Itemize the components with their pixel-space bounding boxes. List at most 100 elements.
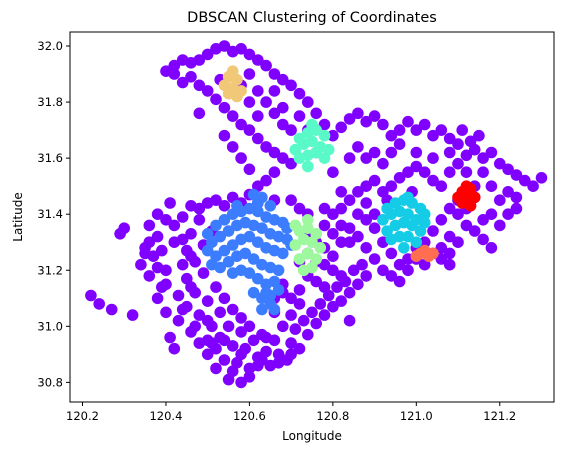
data-point	[260, 141, 272, 153]
data-point	[306, 306, 318, 319]
data-point	[494, 194, 506, 206]
data-point	[226, 45, 239, 58]
data-point	[393, 275, 406, 288]
data-point	[218, 200, 231, 212]
data-point	[226, 340, 239, 352]
data-point	[214, 306, 226, 319]
data-point	[235, 348, 247, 361]
data-point	[343, 314, 356, 327]
data-point	[164, 331, 176, 344]
data-point	[168, 59, 181, 72]
data-point	[402, 264, 414, 277]
data-point	[443, 132, 456, 145]
y-axis-ticks: 30.8 31.0 31.2 31.4 31.6 31.8 32.0	[37, 39, 70, 389]
data-point	[385, 270, 398, 282]
data-point	[251, 132, 264, 145]
data-point	[327, 264, 339, 277]
data-point	[143, 236, 156, 248]
data-point	[285, 292, 297, 305]
data-point	[297, 314, 310, 327]
data-point	[293, 342, 306, 355]
data-point	[393, 230, 406, 243]
data-point	[201, 348, 214, 361]
data-point	[452, 208, 464, 220]
data-point	[443, 202, 456, 215]
data-point	[260, 96, 272, 108]
data-point	[201, 244, 214, 257]
data-point	[151, 261, 164, 274]
data-point	[502, 163, 514, 176]
data-point	[310, 107, 323, 120]
data-point	[473, 129, 485, 142]
data-point	[247, 334, 260, 347]
data-point	[222, 320, 235, 333]
data-point	[393, 138, 406, 150]
data-point	[318, 152, 331, 164]
y-axis-label: Latitude	[11, 192, 25, 241]
data-point	[327, 228, 339, 240]
data-point	[201, 228, 214, 240]
data-point	[452, 191, 464, 204]
data-point	[160, 214, 172, 226]
data-point	[293, 253, 306, 265]
data-point	[226, 365, 239, 378]
data-point	[176, 303, 189, 316]
data-point	[143, 270, 156, 282]
data-point	[277, 73, 289, 86]
data-point	[402, 115, 414, 128]
data-point	[360, 152, 373, 164]
data-point	[368, 222, 381, 234]
data-point	[352, 278, 364, 291]
data-point	[239, 247, 251, 260]
data-point	[360, 214, 373, 226]
data-point	[285, 124, 297, 136]
data-point	[477, 166, 489, 178]
data-point	[247, 188, 260, 201]
data-point	[260, 174, 272, 187]
data-point	[494, 157, 506, 170]
data-point	[272, 348, 285, 361]
data-point	[289, 239, 302, 251]
data-point	[168, 68, 181, 80]
data-point	[460, 219, 473, 232]
data-point	[243, 230, 256, 243]
data-point	[277, 152, 289, 164]
x-tick-label: 121.0	[400, 409, 433, 423]
data-point	[418, 166, 431, 178]
data-point	[168, 219, 181, 232]
data-point	[418, 118, 431, 131]
data-point	[306, 236, 318, 248]
data-point	[172, 314, 185, 327]
data-point	[410, 124, 423, 136]
data-point	[368, 174, 381, 187]
data-point	[327, 129, 339, 142]
data-point	[385, 247, 398, 260]
data-point	[226, 65, 239, 77]
data-point	[343, 236, 356, 248]
data-point	[456, 124, 469, 136]
cluster-noise-points	[85, 40, 548, 389]
y-tick-label: 31.8	[37, 95, 63, 109]
data-point	[164, 197, 176, 209]
data-point	[352, 208, 364, 220]
data-point	[360, 115, 373, 128]
data-point	[485, 242, 498, 254]
data-point	[402, 230, 414, 243]
data-point	[435, 124, 448, 136]
data-point	[393, 124, 406, 136]
cluster-A-points	[201, 188, 297, 316]
data-point	[377, 157, 389, 170]
data-point	[343, 152, 356, 164]
data-point	[327, 166, 339, 178]
data-point	[247, 253, 260, 265]
data-point	[464, 200, 477, 212]
data-point	[218, 334, 231, 347]
data-point	[176, 211, 189, 223]
y-tick-label: 31.0	[37, 319, 63, 333]
data-point	[293, 87, 306, 100]
data-point	[105, 303, 118, 316]
data-point	[201, 85, 214, 97]
data-point	[360, 197, 373, 209]
data-point	[464, 135, 477, 148]
data-point	[206, 258, 218, 271]
